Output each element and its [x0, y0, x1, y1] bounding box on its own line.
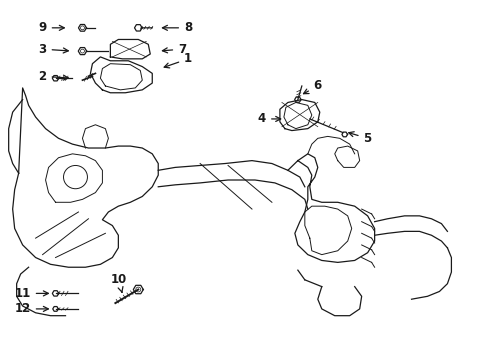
Text: 7: 7: [162, 42, 186, 56]
Text: 10: 10: [110, 273, 126, 292]
Text: 1: 1: [164, 52, 192, 68]
Text: 2: 2: [39, 70, 68, 83]
Text: 8: 8: [162, 21, 192, 34]
Text: 3: 3: [39, 42, 68, 56]
Text: 6: 6: [303, 80, 322, 94]
Text: 12: 12: [15, 302, 49, 315]
Text: 4: 4: [258, 112, 281, 125]
Text: 5: 5: [349, 132, 372, 145]
Text: 11: 11: [15, 287, 49, 300]
Text: 9: 9: [38, 21, 64, 34]
